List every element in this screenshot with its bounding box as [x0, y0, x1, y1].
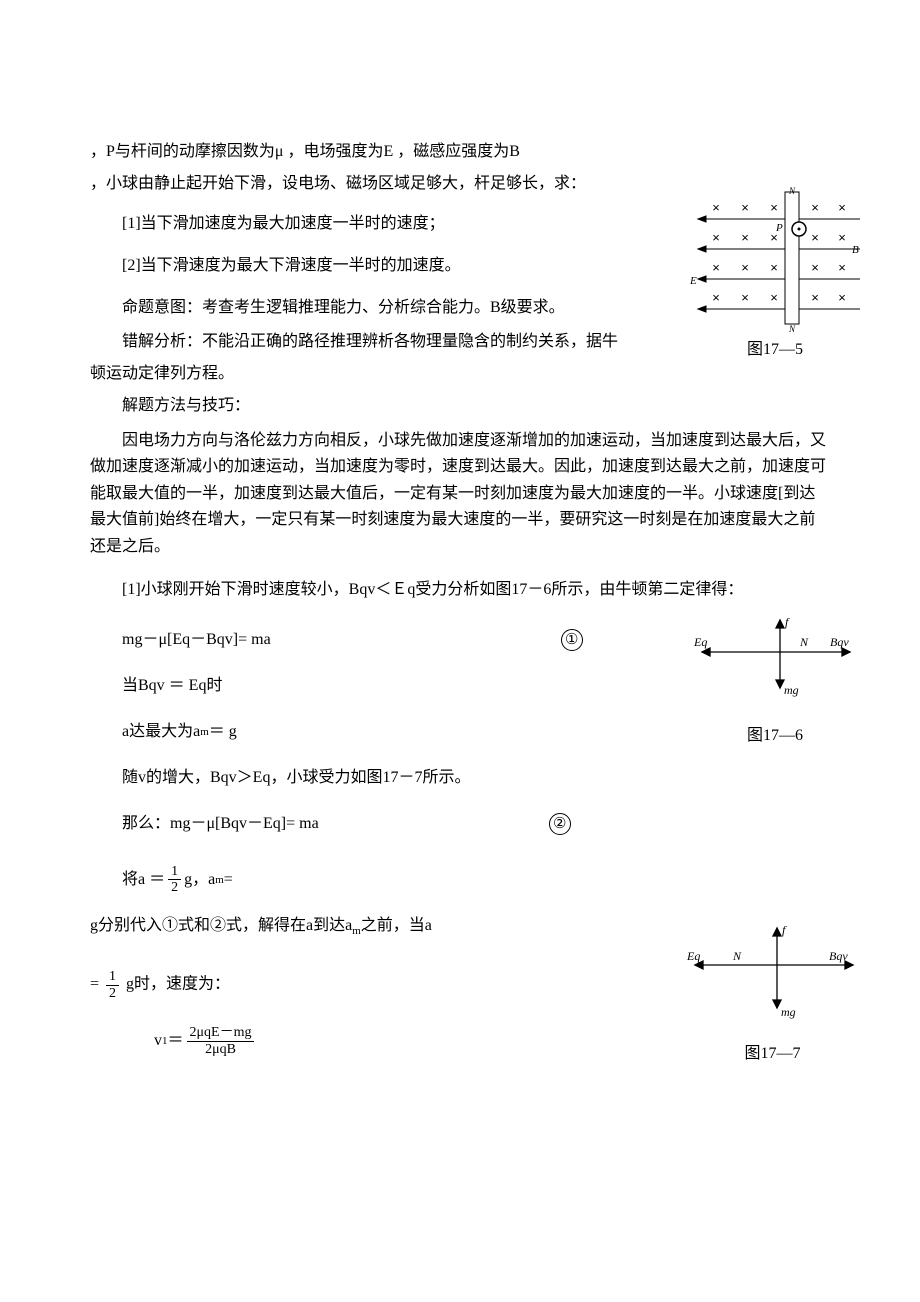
- fraction: 1 2: [106, 969, 119, 1001]
- eq-text: g，a: [184, 868, 215, 892]
- text: g分别代入①式和②式，解得在a到达a: [90, 917, 352, 934]
- equation-6: 将a ＝ 1 2 g，am =: [90, 864, 830, 896]
- eq-text: 那么：mg－μ[Bqv－Eq]= ma: [122, 812, 319, 836]
- text-line: ，P与杆间的动摩擦因数为μ ，电场强度为E ，磁感应强度为B: [90, 140, 830, 164]
- eq-text: ＝: [168, 1029, 184, 1053]
- svg-text:N: N: [732, 949, 742, 963]
- numerator: 1: [106, 969, 119, 985]
- svg-text:×: ×: [838, 290, 846, 305]
- svg-text:×: ×: [741, 230, 749, 245]
- text-line: g分别代入①式和②式，解得在a到达am之前，当a: [90, 914, 470, 940]
- svg-text:×: ×: [811, 290, 819, 305]
- error-analysis-1: 错解分析：不能沿正确的路径推理辨析各物理量隐含的制约关系，据牛: [90, 330, 700, 354]
- figure-17-7: Eq N Bqv mg f 图17—7: [685, 920, 860, 1066]
- svg-text:×: ×: [811, 200, 819, 215]
- eq-text: 将a ＝: [122, 868, 165, 892]
- figure-caption: 图17—7: [685, 1042, 860, 1066]
- equation-1: mg－μ[Eq－Bqv]= ma ①: [90, 628, 620, 652]
- eq-text: ＝ g: [209, 720, 237, 744]
- question-2: [2]当下滑速度为最大下滑速度一半时的加速度。: [90, 254, 700, 278]
- svg-text:f: f: [782, 923, 787, 937]
- subscript: m: [200, 724, 209, 741]
- svg-text:mg: mg: [784, 683, 799, 697]
- svg-text:Eq: Eq: [686, 949, 700, 963]
- svg-text:N: N: [799, 635, 809, 649]
- svg-text:N: N: [788, 186, 796, 196]
- svg-text:×: ×: [811, 260, 819, 275]
- svg-text:×: ×: [838, 200, 846, 215]
- svg-text:×: ×: [770, 200, 778, 215]
- figure-caption: 图17—5: [690, 338, 860, 362]
- numerator: 2μqE－mg: [187, 1025, 255, 1041]
- intent-text: 命题意图：考查考生逻辑推理能力、分析综合能力。B级要求。: [90, 296, 700, 320]
- error-analysis-2: 顿运动定律列方程。: [90, 362, 830, 386]
- svg-text:×: ×: [811, 230, 819, 245]
- eq-number-1: ①: [561, 629, 583, 651]
- fraction: 2μqE－mg 2μqB: [187, 1025, 255, 1057]
- figure-17-5: ××× ×× ××× ×× ××× ×× ××× ×× P E B N N 图1…: [690, 184, 860, 362]
- svg-text:N: N: [788, 324, 796, 334]
- svg-text:×: ×: [770, 260, 778, 275]
- equation-4: 随v的增大，Bqv＞Eq，小球受力如图17－7所示。: [90, 766, 830, 790]
- svg-text:Bqv: Bqv: [829, 949, 848, 963]
- denominator: 2μqB: [187, 1042, 255, 1057]
- svg-text:B: B: [852, 244, 859, 256]
- figure-caption: 图17—6: [690, 724, 860, 748]
- eq-text: mg－μ[Eq－Bqv]= ma: [122, 628, 271, 652]
- svg-text:f: f: [785, 615, 790, 629]
- denominator: 2: [106, 986, 119, 1001]
- svg-text:P: P: [775, 222, 783, 234]
- svg-text:×: ×: [838, 260, 846, 275]
- svg-text:×: ×: [712, 260, 720, 275]
- subscript: m: [215, 872, 224, 889]
- eq-text: =: [90, 976, 99, 993]
- denominator: 2: [168, 880, 181, 895]
- eq-text: v: [154, 1029, 162, 1053]
- eq-text: =: [224, 868, 233, 892]
- svg-text:×: ×: [712, 290, 720, 305]
- svg-text:×: ×: [741, 290, 749, 305]
- svg-text:mg: mg: [781, 1005, 796, 1019]
- eq-text: 当Bqv ＝ Eq时: [122, 674, 222, 698]
- svg-text:×: ×: [770, 290, 778, 305]
- eq-number-2: ②: [549, 813, 571, 835]
- analysis-1: [1]小球刚开始下滑时速度较小，Bqv＜Ｅq受力分析如图17－6所示，由牛顿第二…: [90, 574, 830, 606]
- svg-text:×: ×: [838, 230, 846, 245]
- svg-text:Bqv: Bqv: [830, 635, 849, 649]
- svg-text:×: ×: [712, 230, 720, 245]
- svg-text:Eq: Eq: [693, 635, 707, 649]
- svg-text:×: ×: [712, 200, 720, 215]
- equation-5: 那么：mg－μ[Bqv－Eq]= ma ②: [90, 812, 620, 836]
- question-1: [1]当下滑加速度为最大加速度一半时的速度；: [90, 212, 700, 236]
- figure-17-6: Eq N Bqv mg f 图17—6: [690, 612, 860, 748]
- text: 之前，当a: [361, 917, 432, 934]
- subscript: m: [352, 925, 361, 937]
- eq-text: a达最大为a: [122, 720, 200, 744]
- svg-text:×: ×: [741, 200, 749, 215]
- eq-text: g时，速度为：: [126, 976, 230, 993]
- svg-text:×: ×: [741, 260, 749, 275]
- fraction: 1 2: [168, 864, 181, 896]
- svg-text:E: E: [690, 275, 697, 287]
- method-header: 解题方法与技巧：: [90, 394, 830, 418]
- method-body: 因电场力方向与洛伦兹力方向相反，小球先做加速度逐渐增加的加速运动，当加速度到达最…: [90, 428, 830, 560]
- numerator: 1: [168, 864, 181, 880]
- eq-text: 随v的增大，Bqv＞Eq，小球受力如图17－7所示。: [122, 766, 470, 790]
